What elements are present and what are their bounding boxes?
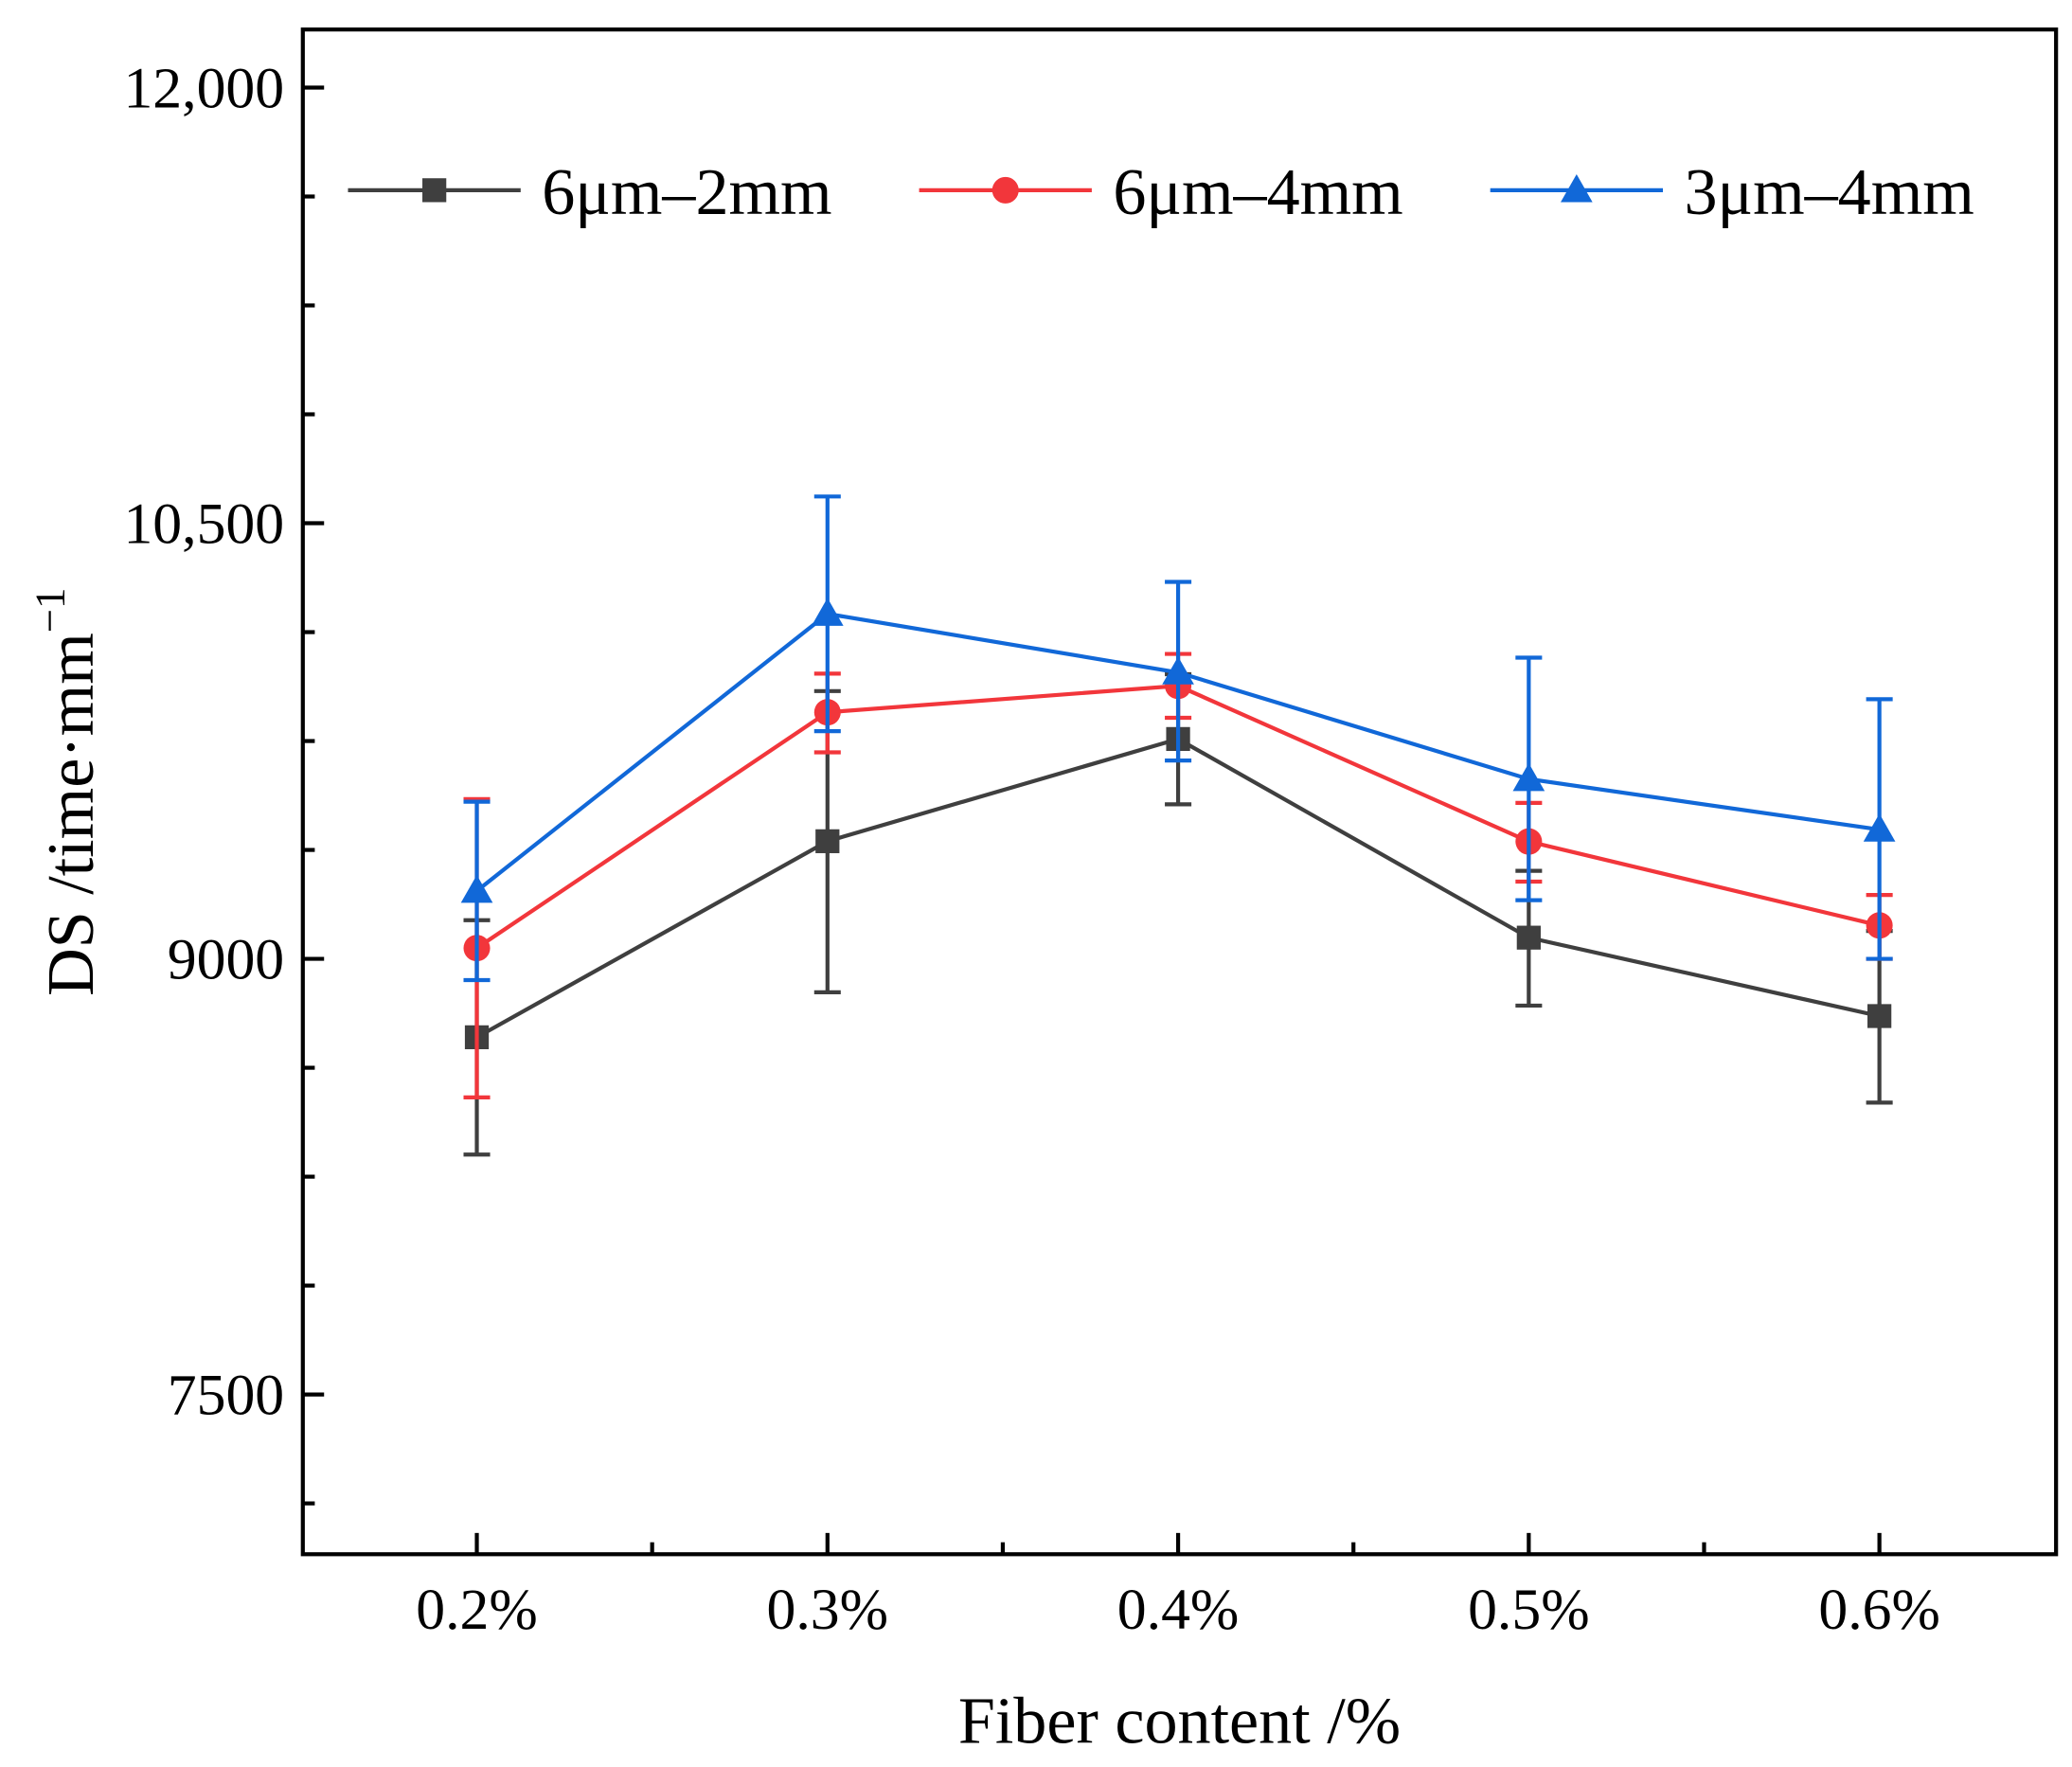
legend-marker [991,176,1019,204]
series-2 [460,494,1896,983]
legend-label: 6μm–4mm [1113,156,1402,229]
y-axis-label-superscript: −1 [26,588,73,634]
x-tick-label: 0.5% [1468,1578,1590,1642]
legend-label: 3μm–4mm [1684,156,1974,229]
data-point [815,829,840,853]
y-tick-label: 10,500 [123,492,284,557]
data-point [1516,925,1541,950]
x-tick-label: 0.2% [416,1578,538,1642]
y-tick-label: 7500 [168,1364,284,1428]
plot-area [460,494,1896,1157]
legend-marker [1561,174,1593,203]
x-axis-label: Fiber content /% [958,1685,1401,1758]
x-tick-label: 0.4% [1117,1578,1240,1642]
y-tick-label: 9000 [168,928,284,992]
x-tick-label: 0.6% [1818,1578,1940,1642]
data-point [1863,813,1896,842]
data-point [811,598,844,626]
data-point [1867,1004,1892,1028]
y-tick-label: 12,000 [123,57,284,121]
data-point [1512,762,1545,792]
y-axis-label: DS /time·mm−1 [26,588,108,996]
x-tick-label: 0.3% [767,1578,889,1642]
data-point [1162,656,1194,685]
axes: 7500 9000 10,500 12,000 0.2% 0.3% 0.4% 0.5% 0.6% [123,57,1939,1642]
legend-label: 6μm–2mm [542,156,831,229]
legend: 6μm–2mm 6μm–4mm 3μm–4mm [348,156,1974,229]
legend-marker [422,178,447,203]
data-point [460,874,493,903]
